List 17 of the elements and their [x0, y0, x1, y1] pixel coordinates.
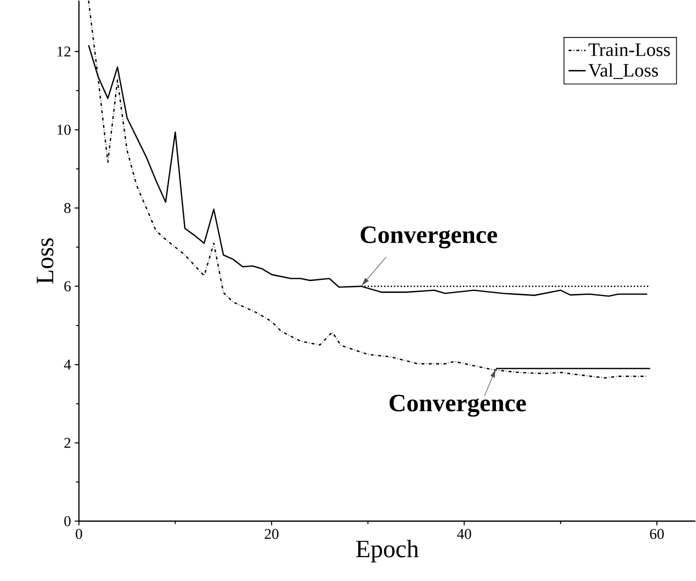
- y-tick-label: 6: [64, 281, 71, 292]
- legend-label: Train-Loss: [588, 43, 670, 56]
- x-tick-label: 20: [264, 528, 278, 539]
- x-tick-label: 40: [457, 528, 472, 539]
- y-tick-label: 10: [58, 124, 71, 135]
- y-tick-label: 0: [64, 516, 71, 526]
- x-tick-label: 0: [76, 528, 82, 539]
- y-tick-label: 8: [64, 202, 71, 214]
- y-tick-label: 4: [64, 360, 71, 370]
- y-tick-label: 2: [64, 438, 70, 448]
- annotation: Convergence: [390, 394, 526, 417]
- annotation: Convergence: [360, 226, 498, 248]
- legend-label: Val_Loss: [588, 63, 658, 79]
- x-tick-label: 60: [650, 528, 664, 539]
- y-axis-title: Loss: [36, 238, 54, 284]
- x-axis-title: Epoch: [356, 540, 419, 562]
- y-tick-label: 12: [58, 46, 70, 56]
